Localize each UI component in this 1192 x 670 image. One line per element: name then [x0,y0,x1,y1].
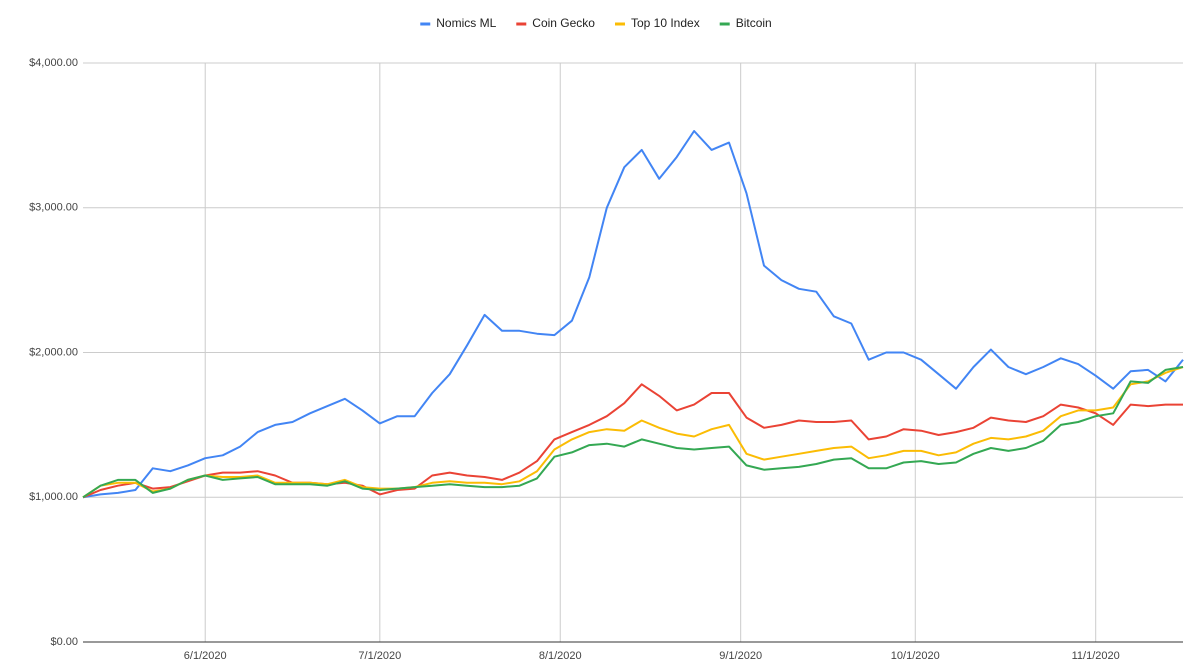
legend-label: Nomics ML [436,16,496,30]
y-tick-label: $2,000.00 [29,346,78,358]
x-tick-label: 8/1/2020 [539,650,582,662]
series-line [82,383,1183,499]
series-line [82,130,1184,499]
x-tick-label: 9/1/2020 [719,650,762,662]
x-tick-label: 10/1/2020 [891,650,940,662]
y-tick-label: $1,000.00 [29,491,78,503]
x-tick-label: 6/1/2020 [184,650,227,662]
legend-label: Coin Gecko [532,16,595,30]
y-tick-label: $4,000.00 [29,57,78,69]
y-tick-label: $3,000.00 [29,202,78,214]
legend-label: Top 10 Index [631,16,700,30]
series-line [82,366,1184,499]
series-line [82,366,1184,499]
legend: Nomics ML Coin Gecko Top 10 Index Bitcoin [420,16,772,30]
legend-label: Bitcoin [736,16,772,30]
x-tick-label: 11/1/2020 [1072,650,1120,662]
y-tick-label: $0.00 [50,636,78,648]
x-tick-label: 7/1/2020 [358,650,401,662]
